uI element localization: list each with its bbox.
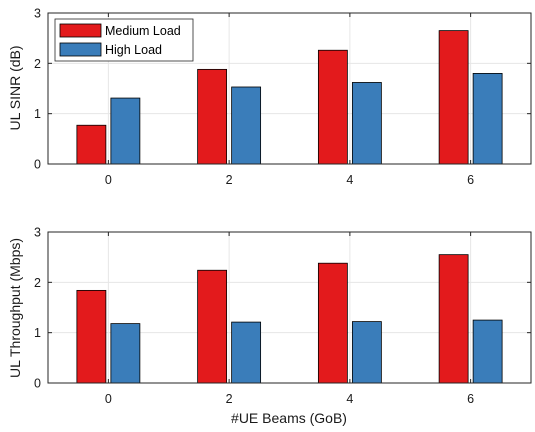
y-tick-label: 0 xyxy=(34,158,41,172)
y-tick-label: 1 xyxy=(34,326,41,340)
x-tick-label: 0 xyxy=(105,173,112,187)
y-tick-label: 2 xyxy=(34,276,41,290)
bar-medium-load-6 xyxy=(438,254,469,384)
legend-label: Medium Load xyxy=(105,24,181,38)
legend-swatch xyxy=(59,23,102,38)
sinr-chart: 0 1 2 3 0 2 4 6 UL SINR (dB) Medium Load High Load xyxy=(7,7,532,187)
y-tick-label: 0 xyxy=(34,377,41,391)
bar-medium-load-0 xyxy=(76,124,107,165)
bar-high-load-4 xyxy=(351,82,382,165)
bar-medium-load-4 xyxy=(317,49,348,165)
y-axis-title: UL Throughput (Mbps) xyxy=(7,238,23,378)
y-tick-label: 3 xyxy=(34,226,41,240)
legend-swatch xyxy=(59,42,102,57)
bar-high-load-4 xyxy=(351,321,382,384)
bar-high-load-6 xyxy=(472,319,503,384)
x-tick-label: 0 xyxy=(105,392,112,406)
bar-medium-load-2 xyxy=(197,269,228,384)
legend: Medium Load High Load xyxy=(54,18,194,62)
x-tick-label: 6 xyxy=(467,392,474,406)
x-tick-label: 4 xyxy=(346,392,353,406)
bar-high-load-6 xyxy=(472,73,503,165)
bar-medium-load-4 xyxy=(317,262,348,384)
axes-box xyxy=(47,231,532,384)
bar-high-load-0 xyxy=(110,323,141,384)
bar-medium-load-0 xyxy=(76,289,107,384)
bar-high-load-0 xyxy=(110,97,141,165)
x-tick-label: 2 xyxy=(226,392,233,406)
y-tick-label: 1 xyxy=(34,107,41,121)
throughput-chart: 0 1 2 3 0 2 4 6 UL Throughput (Mbps) xyxy=(7,226,532,406)
bar-high-load-2 xyxy=(231,86,262,165)
x-tick-label: 2 xyxy=(226,173,233,187)
y-axis-title: UL SINR (dB) xyxy=(7,45,23,130)
bar-medium-load-2 xyxy=(197,68,228,165)
x-axis-title: #UE Beams (GoB) xyxy=(231,410,347,426)
bar-high-load-2 xyxy=(231,321,262,384)
legend-label: High Load xyxy=(105,43,162,57)
x-tick-label: 4 xyxy=(346,173,353,187)
bar-medium-load-6 xyxy=(438,30,469,165)
y-tick-label: 2 xyxy=(34,57,41,71)
axes-box xyxy=(47,12,532,165)
y-tick-label: 3 xyxy=(34,7,41,21)
x-tick-label: 6 xyxy=(467,173,474,187)
